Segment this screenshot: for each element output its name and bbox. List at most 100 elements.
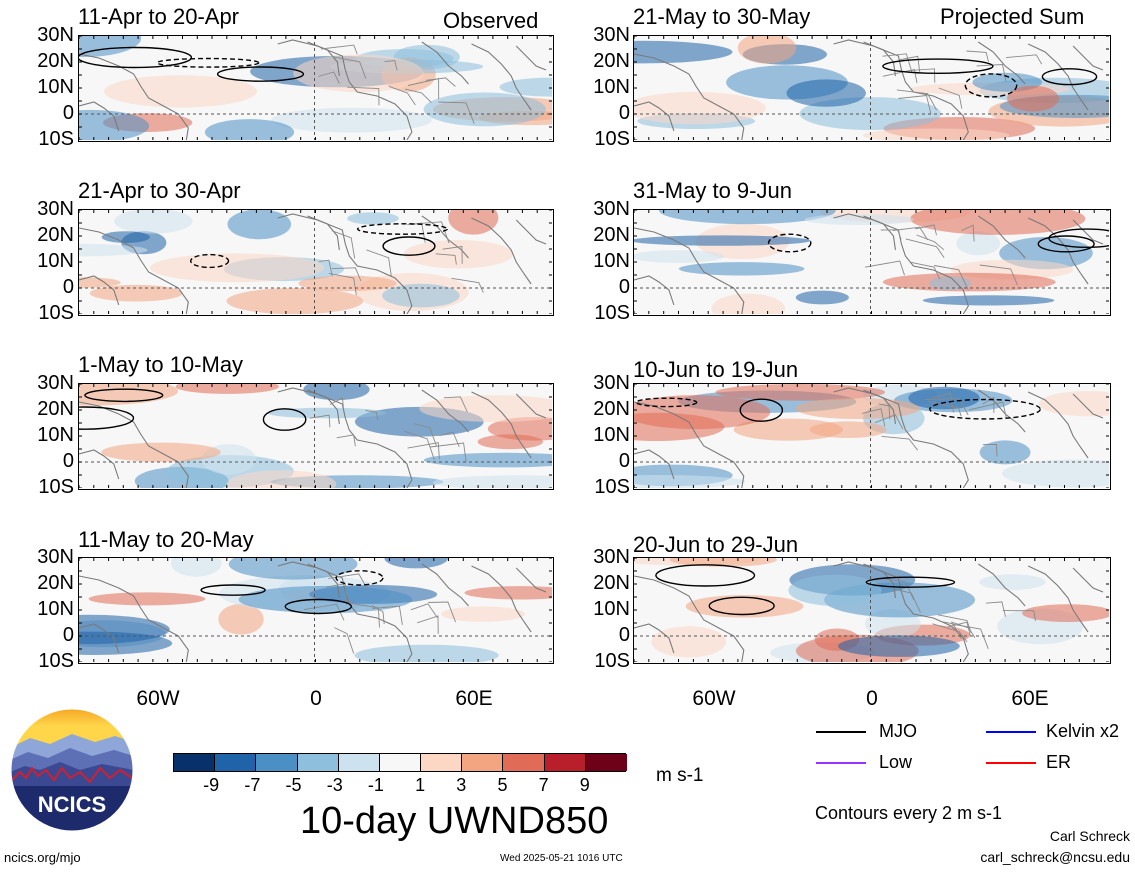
anomaly-shade — [956, 231, 1001, 256]
country-border — [384, 60, 398, 71]
panel-title-obs-3: 1-May to 10-May — [78, 352, 244, 377]
lat-label-right-row4-30n: 30N — [593, 546, 630, 568]
country-border — [908, 68, 936, 83]
lat-label-left-row3-10s: 10S — [38, 476, 74, 498]
country-border — [425, 77, 456, 87]
country-border — [388, 85, 416, 106]
country-border — [892, 226, 929, 241]
mjo-contour — [882, 58, 994, 75]
colorbar-swatch — [503, 754, 545, 771]
lat-label-left-row2-10s: 10S — [38, 302, 74, 324]
country-border — [898, 95, 932, 114]
country-border — [898, 55, 921, 72]
coastline — [863, 389, 896, 425]
mjo-contour — [190, 253, 230, 269]
anomaly-shade — [226, 470, 337, 488]
lat-label-right-row3-10n: 10N — [593, 424, 630, 446]
lat-label-left-row1-20n: 20N — [37, 50, 74, 72]
coastline — [1027, 217, 1089, 285]
anomaly-shade — [382, 283, 460, 308]
author: Carl Schreck — [1049, 828, 1130, 844]
coastline — [634, 575, 745, 662]
country-border — [320, 44, 358, 55]
anomaly-shade — [89, 284, 183, 302]
anomaly-shade — [908, 386, 980, 410]
country-border — [882, 53, 913, 74]
lat-label-left-row2-0: 0 — [62, 276, 74, 298]
lat-label-left-row4-0: 0 — [62, 624, 74, 646]
anomaly-shade — [737, 36, 797, 64]
map-panel-obs-3 — [78, 383, 554, 490]
anomaly-shade — [838, 635, 960, 657]
country-border — [442, 245, 463, 264]
lat-label-right-row2-20n: 20N — [593, 224, 630, 246]
country-border — [934, 265, 969, 291]
country-border — [938, 87, 963, 109]
country-border — [318, 259, 333, 277]
country-border — [329, 397, 344, 409]
country-border — [878, 403, 891, 420]
anomaly-shade — [298, 275, 397, 292]
country-border — [895, 589, 921, 613]
country-border — [882, 68, 918, 84]
country-border — [413, 423, 438, 447]
contour-note: Contours every 2 m s-1 — [815, 803, 1003, 823]
lat-label-right-row2-0: 0 — [618, 276, 630, 298]
legend-mjo-line — [816, 731, 866, 733]
coastline — [471, 565, 532, 633]
colorbar-swatch — [585, 754, 627, 771]
anomaly-shade — [634, 395, 771, 430]
country-border — [877, 577, 915, 600]
mjo-contour — [216, 66, 305, 82]
country-border — [931, 392, 954, 413]
lat-label-right-row3-30n: 30N — [593, 372, 630, 394]
lon-label-right-60e: 60E — [1011, 687, 1049, 710]
legend-mjo-label: MJO — [879, 721, 917, 741]
anomaly-shade — [114, 210, 193, 234]
mjo-contour — [79, 46, 193, 69]
anomaly-shade — [786, 79, 866, 107]
anomaly-shade — [227, 210, 292, 240]
projected-header: Projected Sum — [940, 4, 1085, 29]
coastline — [1027, 565, 1089, 633]
colorbar-label: 1 — [415, 775, 426, 795]
country-border — [1002, 610, 1036, 622]
country-border — [939, 620, 962, 639]
anomaly-shade — [711, 293, 785, 314]
mjo-contour — [335, 570, 384, 586]
colorbar-label: -5 — [285, 775, 302, 795]
lat-label-right-row2-10n: 10N — [593, 250, 630, 272]
anomaly-shade — [79, 277, 121, 288]
map-panel-proj-4 — [633, 557, 1111, 664]
coastline — [421, 563, 469, 607]
colorbar-label: 5 — [497, 775, 508, 795]
anomaly-shade — [795, 290, 849, 305]
colorbar-swatch — [421, 754, 463, 771]
coastline — [1027, 391, 1089, 459]
coastline — [833, 561, 969, 662]
anomaly-shade — [477, 434, 543, 450]
colorbar-swatch — [544, 754, 586, 771]
coastline — [79, 623, 120, 654]
coastline — [79, 449, 120, 480]
coastline — [471, 391, 532, 459]
coastline — [634, 449, 675, 480]
map-panel-proj-3 — [633, 383, 1111, 490]
lat-label-right-row1-30n: 30N — [593, 24, 630, 46]
anomaly-shade — [441, 606, 525, 622]
lon-label-left-60e: 60E — [455, 687, 493, 710]
anomaly-shade — [1002, 459, 1109, 488]
country-border — [881, 435, 919, 451]
lat-label-left-row1-10s: 10S — [38, 128, 74, 150]
country-border — [905, 238, 945, 258]
anomaly-shade — [354, 644, 499, 662]
country-border — [443, 396, 468, 413]
coastline — [277, 213, 413, 314]
panel-title-proj-3: 10-Jun to 19-Jun — [633, 357, 799, 382]
country-border — [328, 573, 368, 590]
mjo-contour — [708, 596, 775, 616]
coastline — [634, 53, 745, 140]
anomaly-shade — [651, 626, 727, 658]
lat-label-left-row2-10n: 10N — [37, 250, 74, 272]
anomaly-shade — [79, 631, 173, 655]
